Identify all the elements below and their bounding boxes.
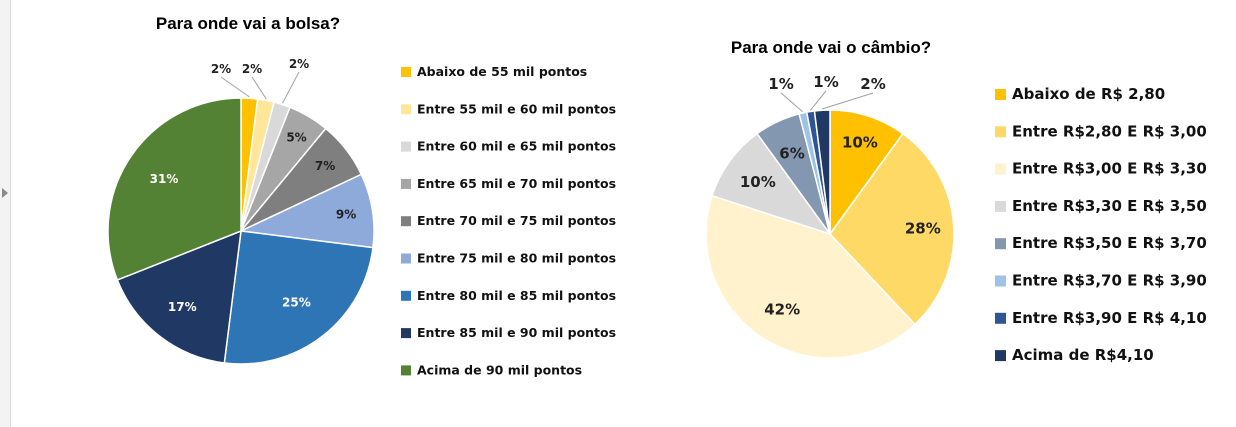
chart-1-data-label-5: 7% xyxy=(315,159,335,173)
expand-arrow-icon[interactable] xyxy=(2,188,8,198)
chart-2-legend-swatch-2 xyxy=(995,126,1006,138)
chart-1-data-label-6: 9% xyxy=(336,208,356,222)
chart-2-leader-7 xyxy=(810,90,827,111)
chart-2-legend-swatch-6 xyxy=(995,275,1006,287)
chart-2-slice-1 xyxy=(829,109,904,237)
chart-1-data-label-2: 2% xyxy=(242,62,262,76)
chart-1-legend-swatch-1 xyxy=(401,67,411,77)
chart-2-title: Para onde vai o câmbio? xyxy=(731,38,931,57)
chart-1-legend-swatch-2 xyxy=(401,104,411,115)
chart-2-slice-4 xyxy=(711,132,832,236)
chart-1-data-label-3: 2% xyxy=(289,57,309,71)
chart-2-data-label-6: 1% xyxy=(768,75,793,93)
chart-1-legend-swatch-8 xyxy=(401,328,411,339)
chart-1-legend-label-4: Entre 65 mil e 70 mil pontos xyxy=(417,176,616,191)
chart-1-title: Para onde vai a bolsa? xyxy=(156,14,340,33)
chart-2-leader-6 xyxy=(780,92,804,113)
chart-2-legend-swatch-8 xyxy=(995,350,1006,362)
chart-2-slice-3 xyxy=(705,194,916,359)
chart-1-pie: 2% 2% 2% 5% 7% 9% 25% 17% 31% xyxy=(107,57,375,365)
chart-1-slice-7 xyxy=(223,230,374,365)
chart-1-leader-3 xyxy=(282,71,300,104)
chart-2-legend-label-3: Entre R$3,00 E R$ 3,30 xyxy=(1012,160,1207,178)
chart-1-data-label-8: 17% xyxy=(168,300,197,314)
chart-2-legend-swatch-7 xyxy=(995,312,1006,324)
chart-2-legend-label-1: Abaixo de R$ 2,80 xyxy=(1012,85,1165,103)
chart-2-legend-label-4: Entre R$3,30 E R$ 3,50 xyxy=(1012,197,1207,215)
chart-2-data-label-8: 2% xyxy=(860,75,885,93)
chart-2-data-label-4: 10% xyxy=(740,173,776,191)
chart-1-legend-swatch-7 xyxy=(401,290,411,301)
chart-1-legend-label-6: Entre 75 mil e 80 mil pontos xyxy=(417,251,616,266)
chart-1-leader-1 xyxy=(220,76,250,98)
chart-1-legend-label-8: Entre 85 mil e 90 mil pontos xyxy=(417,325,616,340)
chart-2-legend-label-6: Entre R$3,70 E R$ 3,90 xyxy=(1012,272,1207,290)
sheet-left-gutter xyxy=(0,0,11,427)
chart-2-data-label-7: 1% xyxy=(813,73,838,91)
chart-2-legend: Abaixo de R$ 2,80 Entre R$2,80 E R$ 3,00 E… xyxy=(995,85,1207,364)
chart-2-data-label-2: 28% xyxy=(905,219,941,237)
chart-2-slice-8 xyxy=(813,109,831,235)
chart-1-legend-swatch-6 xyxy=(401,253,411,264)
chart-1-legend-label-5: Entre 70 mil e 75 mil pontos xyxy=(417,213,616,228)
chart-1-data-label-1: 2% xyxy=(211,62,231,76)
chart-2-slice-2 xyxy=(829,132,955,326)
chart-1-legend-label-7: Entre 80 mil e 85 mil pontos xyxy=(417,288,616,303)
chart-2-legend-label-8: Acima de R$4,10 xyxy=(1012,346,1154,364)
chart-1-data-label-9: 31% xyxy=(150,172,179,186)
chart-1-legend-label-9: Acima de 90 mil pontos xyxy=(417,362,582,377)
chart-1-legend-swatch-9 xyxy=(401,365,411,376)
chart-1-data-label-7: 25% xyxy=(282,296,311,310)
chart-2-legend-swatch-4 xyxy=(995,200,1006,212)
chart-1-slice-8 xyxy=(116,229,242,364)
chart-2-legend-swatch-3 xyxy=(995,163,1006,175)
chart-2-legend-label-2: Entre R$2,80 E R$ 3,00 xyxy=(1012,122,1207,140)
chart-2-pie: 10%28%42%10%6%1% 1% 2% xyxy=(705,73,955,359)
chart-2-legend-label-5: Entre R$3,50 E R$ 3,70 xyxy=(1012,234,1207,252)
chart-1-legend-swatch-4 xyxy=(401,178,411,189)
chart-1-legend: Abaixo de 55 mil pontos Entre 55 mil e 60… xyxy=(401,64,616,377)
chart-1-data-label-4: 5% xyxy=(286,130,306,144)
chart-2-data-label-5: 6% xyxy=(779,145,804,163)
chart-2-leader-8 xyxy=(821,92,874,110)
chart-1-legend-label-2: Entre 55 mil e 60 mil pontos xyxy=(417,101,616,116)
chart-1-leader-2 xyxy=(251,76,267,100)
chart-1-legend-label-3: Entre 60 mil e 65 mil pontos xyxy=(417,139,616,154)
chart-1-slice-9 xyxy=(107,97,242,281)
chart-1-legend-swatch-5 xyxy=(401,216,411,227)
chart-2-data-label-3: 42% xyxy=(764,301,800,319)
chart-1-legend-label-1: Abaixo de 55 mil pontos xyxy=(417,64,587,79)
chart-2-legend-label-7: Entre R$3,90 E R$ 4,10 xyxy=(1012,309,1207,327)
chart-2-legend-swatch-1 xyxy=(995,89,1006,100)
chart-2-data-label-1: 10% xyxy=(842,133,878,151)
chart-1-legend-swatch-3 xyxy=(401,141,411,152)
chart-2-legend-swatch-5 xyxy=(995,238,1006,250)
